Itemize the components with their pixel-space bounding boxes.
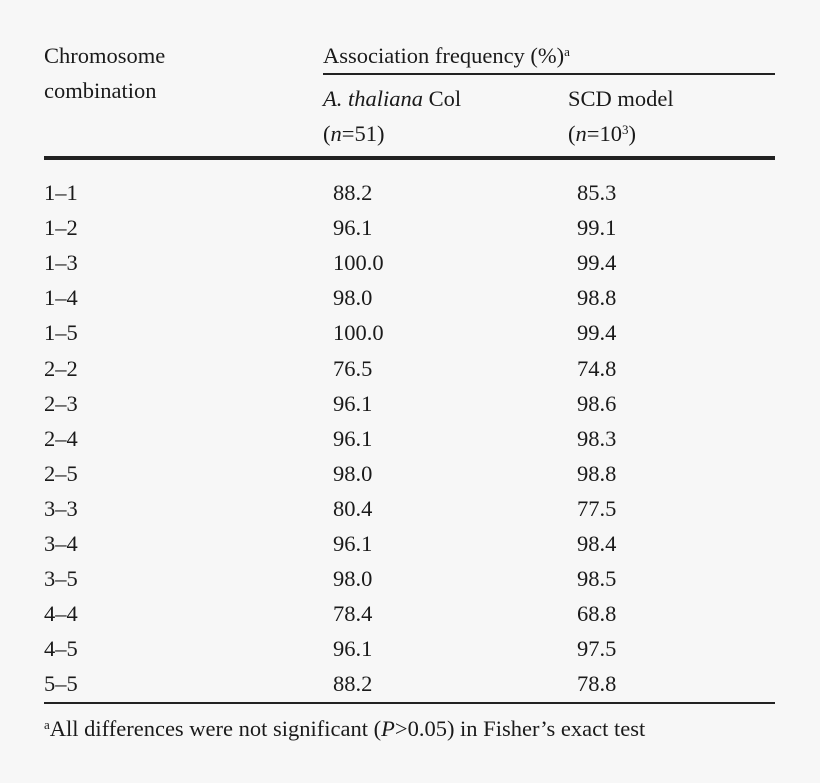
cell-combination: 2–4 [44, 425, 78, 451]
group-divider [323, 73, 775, 75]
cell-scd-model: 99.4 [577, 320, 617, 346]
cell-a-thaliana: 98.0 [333, 566, 373, 592]
cell-combination: 1–3 [44, 250, 78, 276]
cell-a-thaliana: 98.0 [333, 460, 373, 486]
cell-a-thaliana: 100.0 [333, 320, 384, 346]
cell-a-thaliana: 96.1 [333, 215, 373, 241]
header-association-frequency: Association frequency (%)a [323, 43, 570, 68]
cell-combination: 1–1 [44, 180, 78, 205]
cell-combination: 4–4 [44, 601, 78, 627]
cell-a-thaliana: 98.0 [333, 285, 373, 311]
cell-scd-model: 99.1 [577, 215, 617, 241]
cell-scd-model: 98.4 [577, 531, 617, 556]
cell-scd-model: 85.3 [577, 180, 617, 205]
header-a-thaliana-n: (n=51) [323, 121, 385, 146]
cell-combination: 3–4 [44, 531, 78, 556]
cell-combination: 1–5 [44, 320, 78, 346]
cell-scd-model: 97.5 [577, 636, 617, 662]
cell-scd-model: 68.8 [577, 601, 617, 627]
header-scd-model: SCD model [568, 86, 674, 111]
cell-a-thaliana: 96.1 [333, 531, 373, 556]
cell-combination: 2–3 [44, 390, 78, 416]
cell-a-thaliana: 96.1 [333, 636, 373, 662]
cell-combination: 1–2 [44, 215, 78, 241]
header-chromosome: Chromosome [44, 43, 166, 68]
cell-combination: 4–5 [44, 636, 78, 662]
cell-a-thaliana: 96.1 [333, 425, 373, 451]
header-scd-n: (n=103) [568, 121, 636, 146]
cell-a-thaliana: 100.0 [333, 250, 384, 276]
header-rule [44, 156, 775, 160]
cell-combination: 3–5 [44, 566, 78, 592]
cell-scd-model: 77.5 [577, 495, 617, 521]
cell-scd-model: 98.8 [577, 285, 617, 311]
cell-scd-model: 78.8 [577, 671, 617, 697]
cell-combination: 5–5 [44, 671, 78, 697]
cell-a-thaliana: 78.4 [333, 601, 373, 627]
cell-scd-model: 98.5 [577, 566, 617, 592]
header-a-thaliana: A. thaliana Col [323, 86, 462, 111]
cell-combination: 3–3 [44, 495, 78, 521]
cell-a-thaliana: 88.2 [333, 671, 373, 697]
cell-combination: 1–4 [44, 285, 78, 311]
cell-scd-model: 74.8 [577, 355, 617, 381]
cell-a-thaliana: 96.1 [333, 390, 373, 416]
cell-combination: 2–5 [44, 460, 78, 486]
cell-scd-model: 98.6 [577, 390, 617, 416]
cell-scd-model: 99.4 [577, 250, 617, 276]
cell-a-thaliana: 88.2 [333, 180, 373, 205]
header-combination: combination [44, 78, 157, 103]
cell-a-thaliana: 76.5 [333, 355, 373, 381]
cell-a-thaliana: 80.4 [333, 495, 373, 521]
footnote: aAll differences were not significant (P… [44, 716, 646, 741]
cell-scd-model: 98.8 [577, 460, 617, 486]
cell-scd-model: 98.3 [577, 425, 617, 451]
bottom-rule [44, 702, 775, 704]
cell-combination: 2–2 [44, 355, 78, 381]
